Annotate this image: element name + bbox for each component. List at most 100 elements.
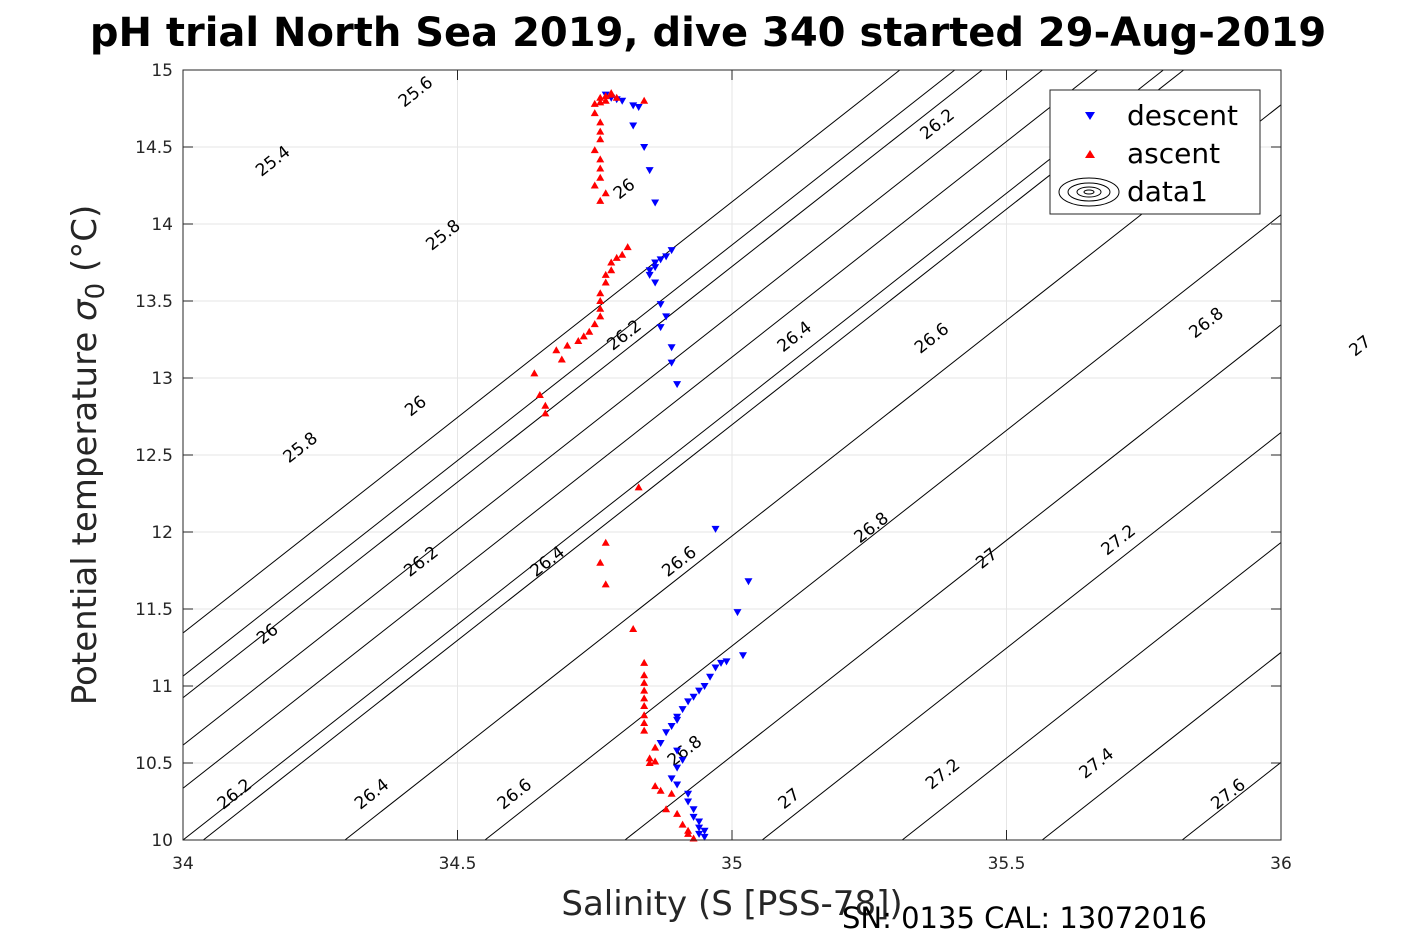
ascent-point — [596, 155, 605, 163]
density-contours — [183, 70, 1281, 840]
ascent-point — [656, 786, 665, 794]
ascent-point — [574, 337, 583, 345]
ascent-point — [596, 297, 605, 304]
ascent-point — [601, 580, 610, 588]
descent-point — [673, 716, 682, 724]
descent-point — [656, 739, 665, 747]
contour-label: 27 — [1346, 332, 1375, 361]
ascent-point — [557, 355, 566, 363]
legend-data1-label: data1 — [1127, 175, 1208, 208]
descent-point — [645, 167, 654, 175]
descent-point — [673, 747, 682, 755]
legend-descent-marker — [1085, 112, 1095, 120]
y-tick-label: 12.5 — [135, 446, 173, 466]
ascent-point — [684, 829, 693, 837]
ascent-point — [590, 320, 599, 328]
descent-point — [656, 256, 665, 264]
ascent-point — [590, 181, 599, 189]
isopycnal-25.8 — [183, 70, 901, 634]
ascent-point — [541, 409, 550, 417]
ascent-point — [596, 118, 605, 126]
y-tick-label: 14.5 — [135, 138, 173, 158]
ascent-point — [629, 625, 638, 633]
isopycnal-27 — [761, 431, 1281, 840]
descent-point — [651, 279, 660, 287]
descent-point — [700, 833, 709, 841]
ascent-point — [535, 390, 544, 398]
descent-point — [700, 683, 709, 690]
descent-point — [695, 824, 704, 832]
ascent-point — [640, 671, 649, 679]
ascent-point — [645, 754, 654, 762]
ascent-point — [596, 173, 605, 181]
isopycnal-26 — [183, 70, 983, 699]
descent-point — [651, 199, 660, 207]
ascent-point — [651, 782, 660, 790]
descent-point — [695, 830, 704, 838]
ascent-point — [673, 809, 682, 817]
ascent-point — [667, 789, 676, 797]
ascent-point — [596, 98, 605, 106]
y-axis-label: Potential temperature σ0 (°C) — [65, 205, 111, 705]
ascent-point — [678, 820, 687, 828]
footnote: SN: 0135 CAL: 13072016 — [842, 901, 1207, 935]
isopycnal-27.4 — [1041, 651, 1281, 840]
descent-point — [662, 729, 671, 737]
descent-point — [684, 798, 693, 806]
ascent-point — [585, 327, 594, 335]
y-tick-label: 12 — [151, 523, 173, 543]
descent-point — [695, 818, 704, 826]
ascent-point — [634, 483, 643, 491]
isopycnal-25.4 — [183, 70, 956, 677]
ascent-point — [590, 109, 599, 117]
ascent-point — [640, 726, 649, 734]
ascent-point — [640, 694, 649, 702]
ascent-point — [541, 401, 550, 409]
ascent-point — [590, 146, 599, 154]
ascent-point — [662, 805, 671, 813]
descent-point — [667, 344, 676, 352]
descent-point — [706, 673, 715, 681]
y-tick-label: 13 — [151, 369, 173, 389]
descent-point — [645, 271, 654, 279]
legend-ascent-label: ascent — [1127, 137, 1220, 170]
ascent-point — [601, 538, 610, 546]
isopycnal-26.6 — [484, 214, 1281, 840]
descent-point — [651, 259, 660, 267]
y-tick-label: 14 — [151, 215, 173, 235]
legend[interactable]: descent ascent data1 — [1049, 89, 1261, 215]
x-tick-label: 35 — [721, 854, 743, 874]
legend-ascent-marker — [1085, 150, 1095, 158]
legend-contour-icon — [1058, 177, 1120, 207]
descent-point — [678, 756, 687, 764]
ascent-point — [618, 250, 627, 258]
descent-point — [618, 97, 627, 105]
descent-point — [689, 693, 698, 701]
descent-point — [662, 253, 671, 261]
chart-title: pH trial North Sea 2019, dive 340 starte… — [90, 10, 1326, 56]
ascent-point — [640, 711, 649, 719]
descent-point — [662, 313, 671, 321]
x-tick-label: 34.5 — [439, 854, 477, 874]
ascent-point — [596, 312, 605, 320]
ascent-point — [640, 686, 649, 694]
x-axis-label: Salinity (S [PSS-78]) — [561, 884, 902, 924]
ascent-point — [563, 341, 572, 349]
descent-point — [678, 706, 687, 714]
data-points — [530, 89, 753, 842]
legend-descent-label: descent — [1127, 99, 1238, 132]
isopycnal-25.8 — [183, 70, 1098, 789]
descent-point — [744, 578, 753, 586]
isopycnal-25.6 — [183, 70, 1043, 746]
ascent-point — [596, 558, 605, 566]
descent-point — [684, 698, 693, 706]
ascent-point — [596, 164, 605, 172]
descent-point — [667, 247, 676, 255]
ascent-point — [596, 289, 605, 297]
descent-point — [656, 301, 665, 309]
y-tick-label: 10.5 — [135, 754, 173, 774]
descent-point — [667, 723, 676, 731]
descent-point — [717, 659, 726, 667]
y-tick-label: 15 — [151, 61, 173, 81]
